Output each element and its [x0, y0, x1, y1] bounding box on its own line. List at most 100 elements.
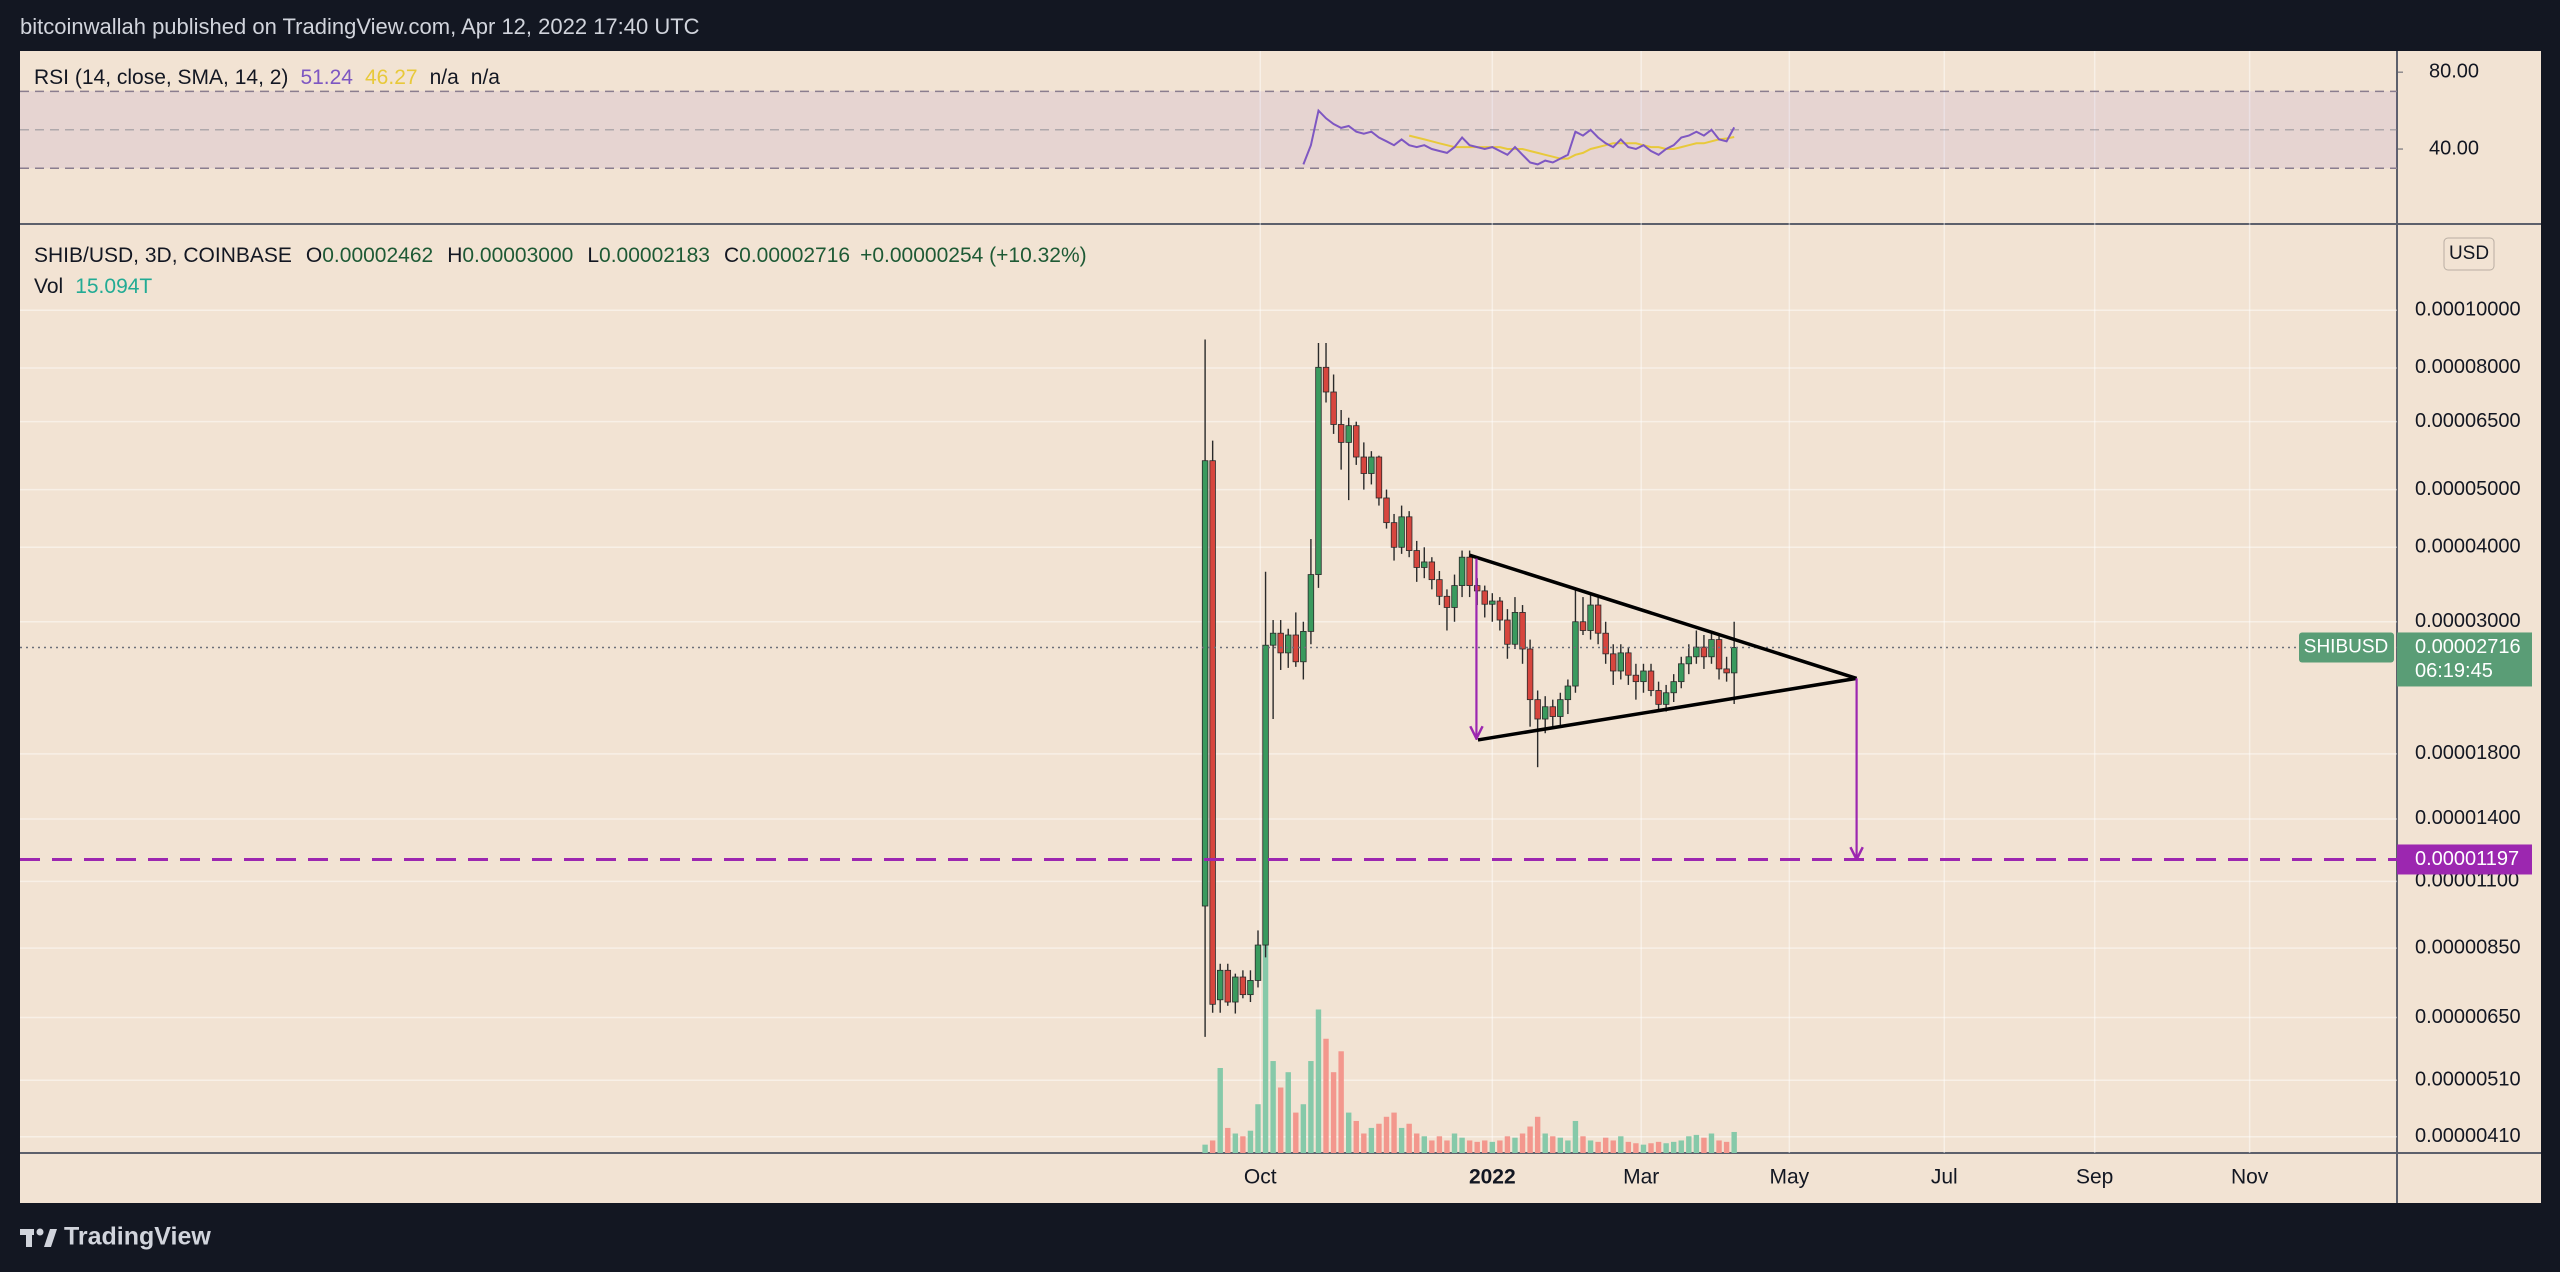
currency-badge [2443, 237, 2495, 271]
ohlc-value: 0.00002183 [599, 244, 710, 267]
volume-bar [1602, 1137, 1609, 1153]
candle-body [1277, 632, 1284, 654]
volume-bar [1655, 1141, 1662, 1153]
candle-body [1678, 663, 1685, 683]
rsi-na: n/a [471, 66, 501, 89]
volume-bar [1474, 1141, 1480, 1153]
y-tick-label: 0.00000510 [2415, 1069, 2521, 1091]
tradingview-logo [20, 1228, 57, 1247]
volume-bar [1308, 1061, 1314, 1153]
volume-bar [1482, 1140, 1488, 1153]
candle-body [1337, 424, 1345, 443]
y-tick-label: 0.00003000 [2415, 610, 2521, 632]
candle-body [1262, 644, 1269, 946]
candle-body [1647, 670, 1655, 691]
candle-body [1489, 600, 1496, 605]
volume-bar [1277, 1087, 1284, 1153]
volume-bar [1625, 1141, 1632, 1153]
volume-bar [1217, 1068, 1223, 1153]
candle-body [1292, 634, 1299, 663]
candle-body [1247, 980, 1254, 996]
candle-body [1602, 632, 1609, 655]
volume-bar [1225, 1127, 1231, 1153]
volume-bar [1678, 1140, 1684, 1153]
candle-body [1587, 604, 1594, 631]
volume-bar [1731, 1131, 1737, 1153]
volume-bar [1247, 1130, 1254, 1153]
candle-body [1693, 646, 1700, 658]
rsi-sma-value: 46.27 [365, 66, 418, 89]
y-tick-label: 0.00004000 [2415, 536, 2521, 558]
x-tick-label: Nov [2231, 1166, 2269, 1189]
candle-body [1458, 556, 1466, 586]
candle-body [1390, 522, 1398, 548]
volume-bar [1580, 1136, 1586, 1153]
candle-body [1269, 632, 1277, 646]
symbol-badge-label: SHIBUSD [2304, 636, 2388, 657]
candle-body [1224, 969, 1231, 1003]
candle-body [1670, 681, 1677, 694]
x-tick-label: Sep [2076, 1166, 2113, 1189]
candle-body [1466, 556, 1473, 586]
volume-bar [1565, 1140, 1571, 1153]
candle-body [1526, 648, 1534, 701]
candle-body [1209, 460, 1216, 1005]
volume-bar [1353, 1120, 1359, 1153]
candle-body [1549, 706, 1556, 717]
candle-body [1640, 670, 1647, 683]
volume-bar [1262, 944, 1269, 1153]
volume-bar [1686, 1136, 1692, 1153]
symbol-badge [2299, 632, 2394, 663]
candle-body [1594, 604, 1602, 634]
y-tick-label: 0.00006500 [2415, 410, 2521, 432]
volume-bar [1451, 1133, 1458, 1153]
x-tick-label: 2022 [1469, 1166, 1516, 1189]
candle-body [1375, 456, 1383, 499]
candle-body [1685, 656, 1693, 665]
candle-body [1625, 652, 1632, 676]
candle-body [1496, 600, 1504, 621]
y-tick-label: 0.00010000 [2415, 298, 2521, 320]
candle-body [1405, 516, 1413, 551]
volume-bar [1285, 1072, 1291, 1153]
candle-body [1655, 690, 1662, 705]
volume-bar [1610, 1140, 1616, 1153]
candle-body [1217, 969, 1224, 1001]
ohlc-key: L [587, 244, 599, 267]
x-tick-label: Jul [1931, 1166, 1958, 1189]
candle-body [1300, 631, 1307, 663]
y-tick-label: 0.00001100 [2415, 870, 2519, 892]
volume-bar [1587, 1140, 1594, 1153]
rsi-line [1302, 108, 1736, 166]
volume-bar [1723, 1141, 1730, 1153]
volume-bar [1346, 1112, 1352, 1153]
volume-bar [1209, 1140, 1216, 1153]
rsi-sma-line [1408, 134, 1735, 160]
candle-body [1579, 621, 1587, 631]
volume-bar [1550, 1136, 1556, 1153]
candle-body [1383, 497, 1390, 524]
candle-body [1413, 550, 1420, 568]
volume-bar [1504, 1136, 1511, 1153]
volume-bar [1595, 1141, 1601, 1153]
candle-body [1564, 685, 1572, 701]
y-tick-label: 0.00005000 [2415, 478, 2521, 500]
x-tick-label: May [1769, 1166, 1809, 1189]
volume-bar [1391, 1112, 1397, 1153]
volume-bar [1368, 1127, 1375, 1153]
symbol: SHIB/USD, 3D, COINBASE [34, 244, 292, 267]
rsi-title: RSI (14, close, SMA, 14, 2) [34, 66, 288, 89]
candle-body [1322, 366, 1330, 393]
volume-bar [1663, 1143, 1669, 1153]
volume-bar [1202, 1144, 1208, 1153]
candle-body [1428, 561, 1436, 581]
candle-body [1519, 612, 1526, 650]
change: +0.00000254 (+10.32%) [860, 244, 1087, 267]
volume-bar [1300, 1104, 1307, 1153]
ohlc-value: 0.00003000 [462, 244, 573, 267]
price-badge [2397, 632, 2532, 687]
candle-body [1443, 595, 1451, 608]
volume-bar [1693, 1134, 1700, 1153]
candle-body [1307, 574, 1315, 632]
